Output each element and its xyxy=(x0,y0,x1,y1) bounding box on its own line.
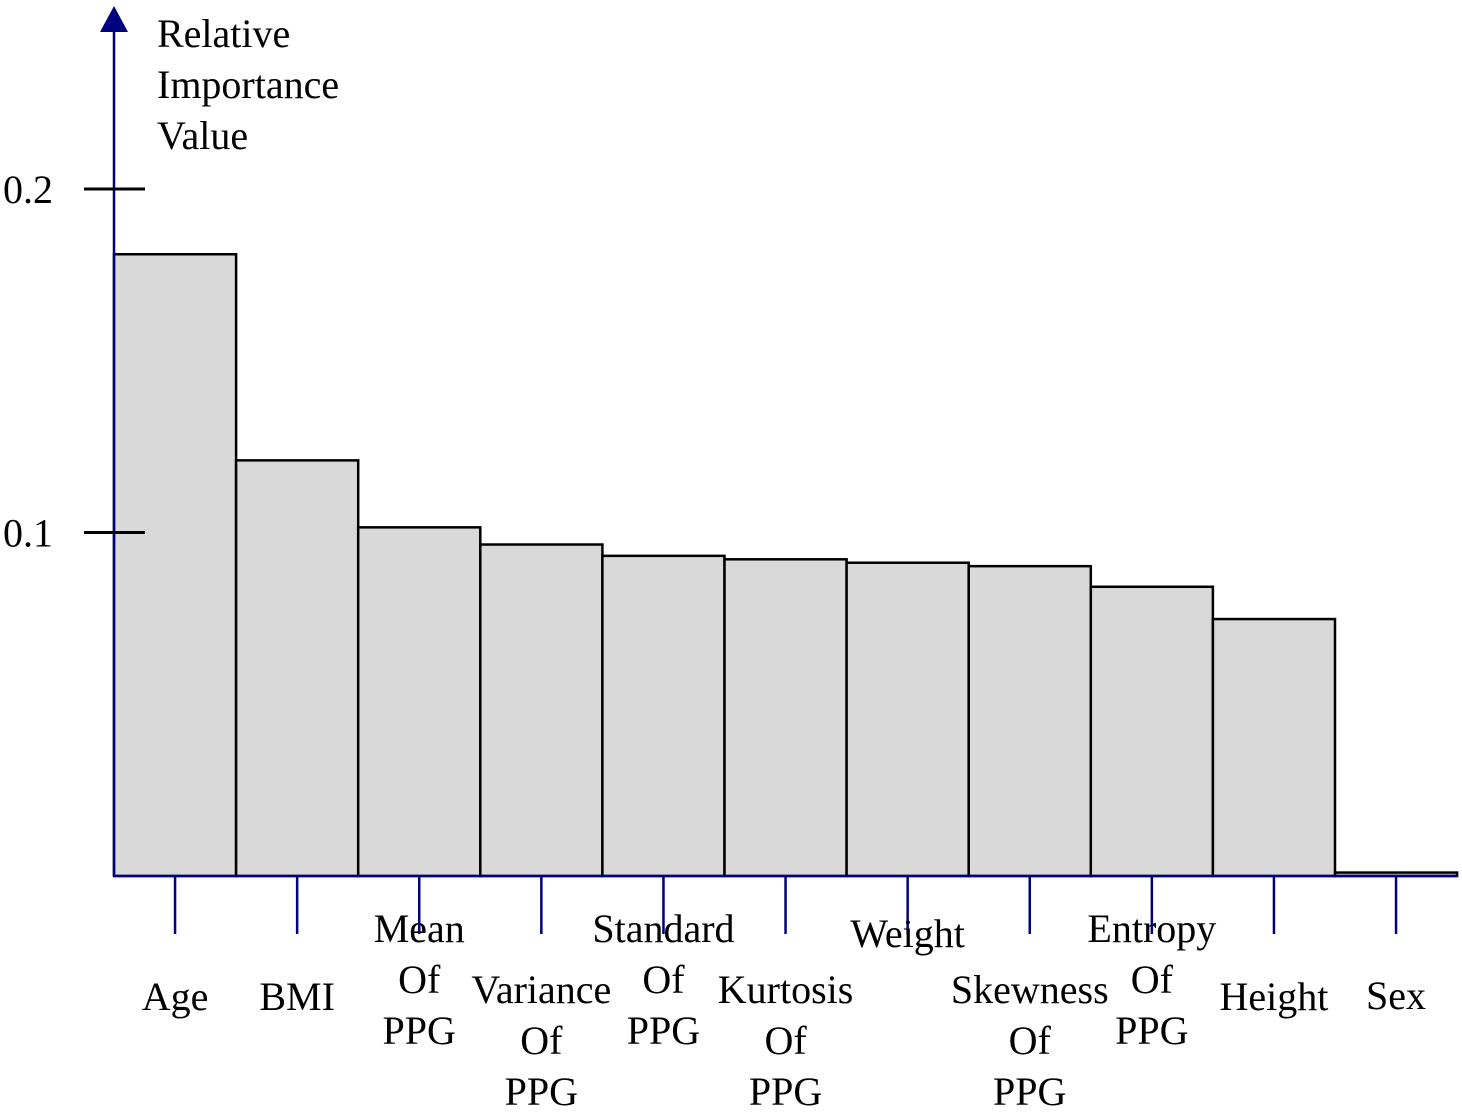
bar-kurtosis-of-ppg xyxy=(723,558,848,878)
bar-height xyxy=(1211,617,1337,878)
y-tick-label-0.2: 0.2 xyxy=(3,167,53,212)
x-tick-label-sex: Sex xyxy=(1366,973,1426,1018)
y-tick-label-0.1: 0.1 xyxy=(3,511,53,556)
x-tick-label-height: Height xyxy=(1220,974,1329,1019)
y-axis-label-line-1: Relative xyxy=(157,11,291,56)
x-tick-label-weight: Weight xyxy=(850,911,965,956)
bar-variance-of-ppg xyxy=(479,543,604,878)
bar-entropy-of-ppg xyxy=(1089,585,1215,878)
x-tick-label-mean-of-ppg: Mean Of PPG xyxy=(374,906,465,1053)
y-axis-label-line-3: Value xyxy=(157,113,249,158)
x-tick-label-kurtosis-of-ppg: Kurtosis Of PPG xyxy=(718,967,854,1113)
bars-group xyxy=(112,253,1459,878)
bar-skewness-of-ppg xyxy=(967,564,1093,878)
bar-weight xyxy=(845,561,970,878)
x-tick-label-bmi: BMI xyxy=(259,974,335,1019)
bar-mean-of-ppg xyxy=(356,526,482,878)
x-axis xyxy=(114,874,1458,934)
bar-bmi xyxy=(234,459,360,878)
y-axis: 0.1 0.2 xyxy=(3,6,145,876)
y-axis-label-line-2: Importance xyxy=(157,62,340,107)
bar-age xyxy=(112,253,238,878)
y-axis-arrow-icon xyxy=(100,6,128,32)
bar-standard-of-ppg xyxy=(601,554,726,878)
x-tick-label-variance-of-ppg: Variance Of PPG xyxy=(471,967,611,1113)
x-tick-label-entropy-of-ppg: Entropy Of PPG xyxy=(1087,906,1216,1053)
y-axis-label: Relative Importance Value xyxy=(157,8,339,161)
x-tick-label-age: Age xyxy=(142,974,209,1019)
x-tick-label-standard-of-ppg: Standard Of PPG xyxy=(592,906,734,1053)
x-tick-label-skewness-of-ppg: Skewness Of PPG xyxy=(951,967,1109,1113)
